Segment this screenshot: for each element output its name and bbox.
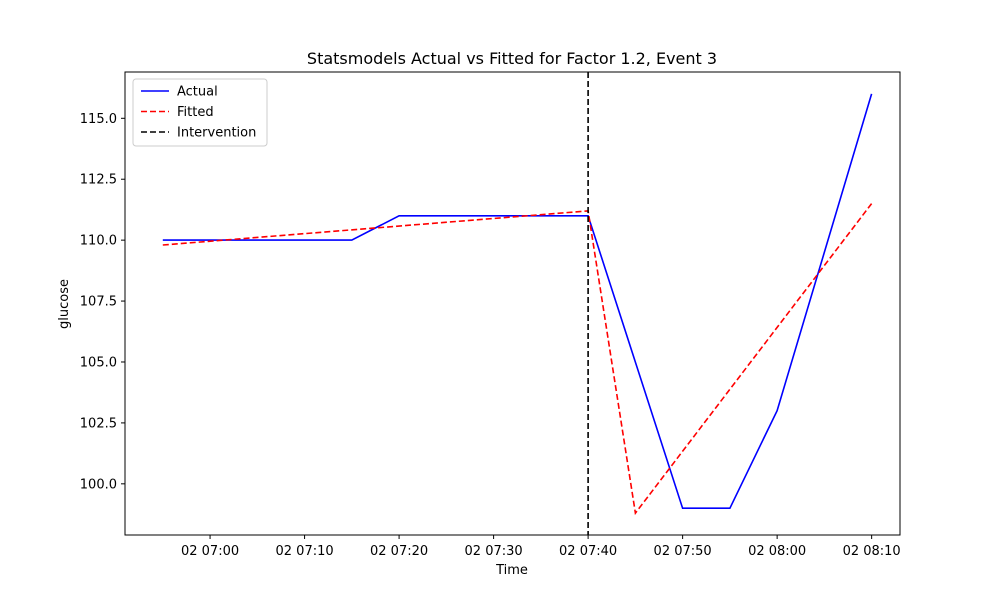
legend-label-fitted: Fitted [177,105,214,120]
series-line-fitted [162,203,873,516]
y-tick-label: 112.5 [80,173,117,188]
x-tick-label: 02 07:40 [559,544,617,559]
y-tick-label: 100.0 [80,477,117,492]
x-tick-label: 02 07:10 [276,544,334,559]
legend-label-actual: Actual [177,85,218,100]
series-line-actual [162,93,873,510]
x-tick-label: 02 07:00 [181,544,239,559]
y-tick-label: 105.0 [80,355,117,370]
x-tick-label: 02 07:20 [370,544,428,559]
x-axis-label: Time [495,563,528,578]
y-tick-label: 110.0 [80,234,117,249]
x-tick-label: 02 07:30 [465,544,523,559]
y-tick-label: 107.5 [80,295,117,310]
axes-frame [124,71,901,536]
x-tick-label: 02 08:10 [843,544,901,559]
x-tick-label: 02 07:50 [654,544,712,559]
y-tick-label: 115.0 [80,112,117,127]
legend-label-intervention: Intervention [177,126,256,141]
chart-title: Statsmodels Actual vs Fitted for Factor … [307,49,717,68]
legend: Actual Fitted Intervention [132,78,268,147]
legend-box [132,78,268,147]
series-layer [162,72,873,535]
x-tick-label: 02 08:00 [748,544,806,559]
x-axis: 02 07:00 02 07:10 02 07:20 02 07:30 02 07:40… [181,535,901,559]
y-axis: 100.0 102.5 105.0 107.5 110.0 112.5 115.0 [80,112,125,492]
y-axis-label: glucose [57,279,72,329]
y-tick-label: 102.5 [80,416,117,431]
